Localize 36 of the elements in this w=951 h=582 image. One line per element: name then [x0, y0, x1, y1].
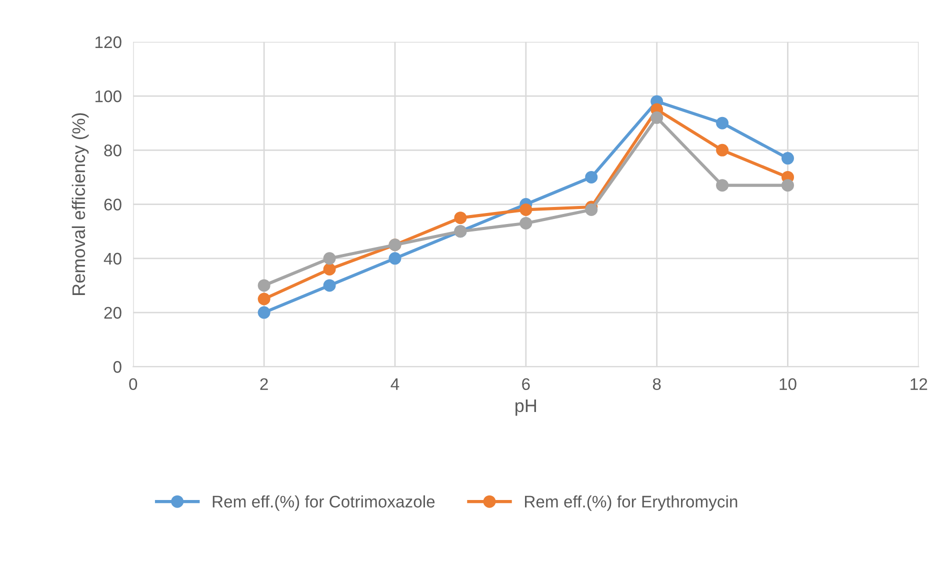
x-tick-label: 0 — [129, 378, 138, 390]
point — [716, 116, 729, 130]
x-tick-label: 2 — [260, 378, 268, 390]
y-tick-label: 0 — [113, 361, 122, 373]
y-tick-label: 80 — [104, 144, 122, 156]
x-axis-title: pH — [516, 400, 536, 416]
legend-label: Rem eff.(%) for Erythromycin — [525, 495, 738, 511]
y-tick-label: 40 — [104, 252, 122, 265]
point — [650, 111, 664, 124]
y-tick-label: 60 — [104, 198, 122, 210]
x-tick-label: 4 — [390, 378, 400, 390]
x-tick-label: 10 — [780, 378, 796, 390]
point — [258, 306, 270, 319]
point — [520, 216, 532, 230]
x-tick-label: 6 — [522, 378, 530, 390]
point — [323, 279, 336, 292]
point — [585, 203, 598, 216]
point — [716, 144, 729, 156]
point — [781, 179, 794, 192]
point — [258, 292, 270, 306]
point — [781, 152, 794, 165]
y-tick-label: 20 — [104, 306, 122, 319]
point — [454, 212, 467, 224]
point — [585, 170, 598, 184]
y-tick-label: 120 — [95, 36, 122, 48]
point — [323, 262, 336, 276]
point — [258, 279, 270, 292]
point — [323, 252, 336, 265]
y-axis-title: Removal efficiency (%) — [72, 113, 89, 295]
point — [388, 252, 402, 265]
x-tick-label: 8 — [652, 378, 661, 390]
y-tick-label: 100 — [95, 90, 122, 102]
legend-label: Rem eff.(%) for Cotrimoxazole — [212, 495, 435, 511]
x-tick-label: 12 — [910, 378, 928, 390]
point — [716, 179, 729, 192]
point — [520, 203, 532, 216]
